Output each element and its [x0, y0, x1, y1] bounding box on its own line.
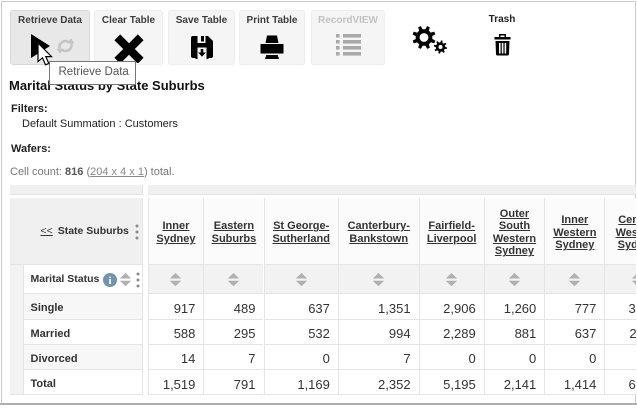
svg-text:i: i: [109, 275, 112, 287]
